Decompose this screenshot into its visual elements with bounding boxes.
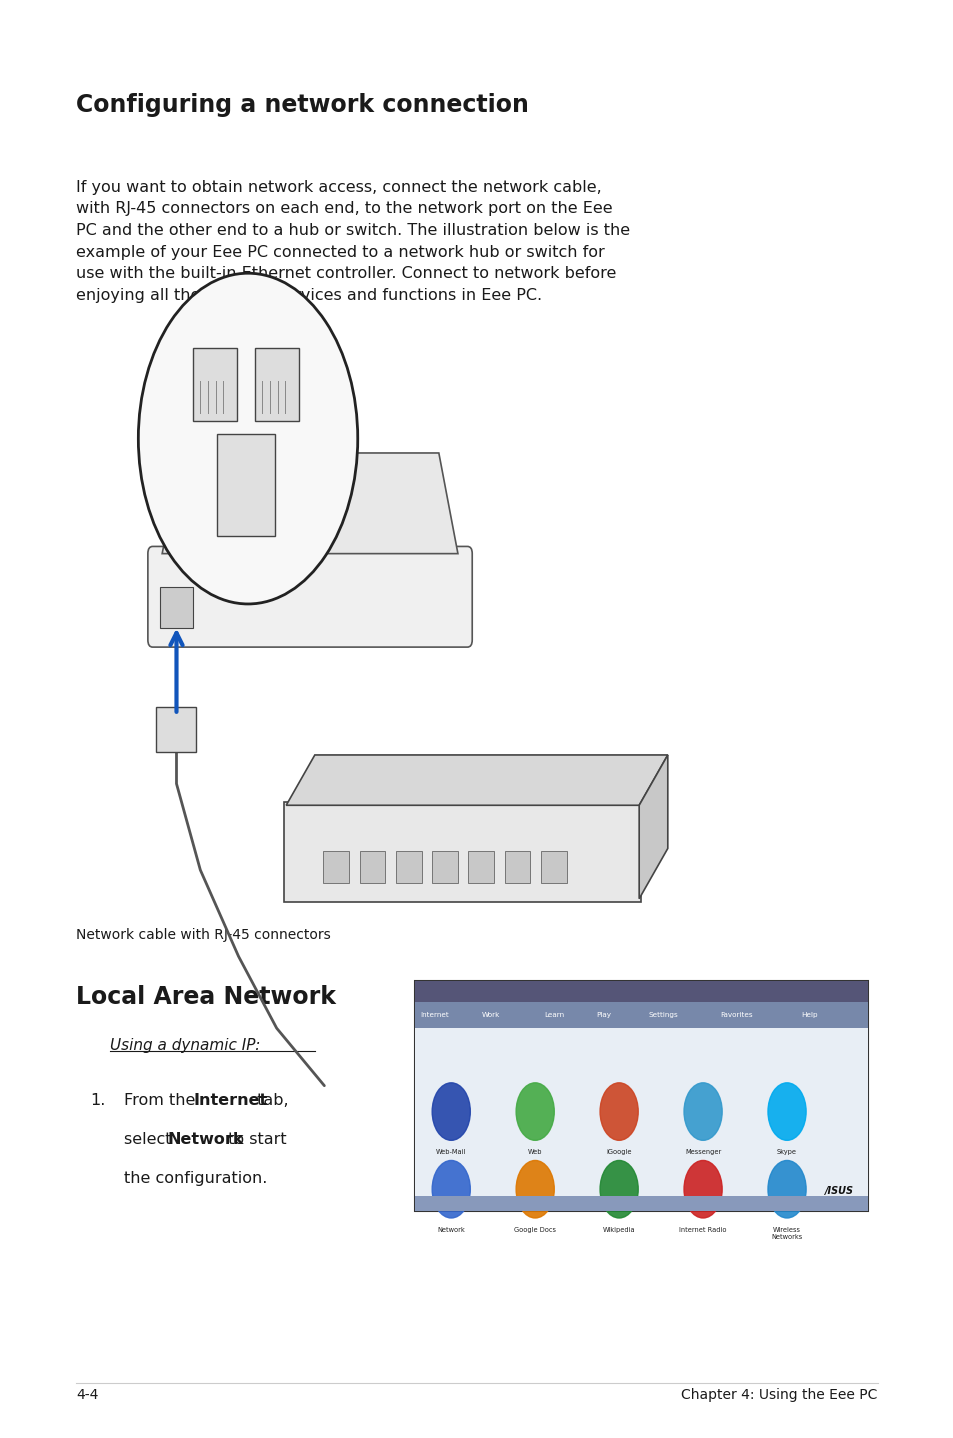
FancyBboxPatch shape [160,587,193,628]
Text: 4-4: 4-4 [76,1388,98,1402]
Text: Wikipedia: Wikipedia [602,1227,635,1232]
Bar [415,981,867,1002]
Text: Messenger: Messenger [684,1149,720,1155]
FancyBboxPatch shape [415,981,867,1211]
FancyBboxPatch shape [193,348,236,421]
FancyBboxPatch shape [323,851,349,883]
Text: Google Docs: Google Docs [514,1227,556,1232]
FancyBboxPatch shape [468,851,494,883]
Text: select: select [124,1132,176,1146]
FancyBboxPatch shape [254,348,298,421]
Circle shape [432,1160,470,1218]
Text: /ISUS: /ISUS [824,1186,853,1196]
Text: Network hub or switch: Network hub or switch [496,798,652,812]
FancyBboxPatch shape [148,546,472,647]
Text: Internet: Internet [193,1093,268,1107]
Polygon shape [286,755,667,805]
FancyBboxPatch shape [359,851,385,883]
Text: Web-Mail: Web-Mail [436,1149,466,1155]
Circle shape [599,1083,638,1140]
Text: Favorites: Favorites [720,1012,752,1018]
FancyBboxPatch shape [156,707,195,752]
Bar [415,1196,867,1211]
Ellipse shape [138,273,357,604]
Text: Learn: Learn [543,1012,563,1018]
Text: Network: Network [436,1227,465,1232]
Text: Using a dynamic IP:: Using a dynamic IP: [110,1038,260,1053]
Circle shape [599,1160,638,1218]
Circle shape [683,1160,721,1218]
Text: Network: Network [168,1132,244,1146]
Polygon shape [162,453,457,554]
Text: From the: From the [124,1093,200,1107]
Text: the configuration.: the configuration. [124,1171,267,1185]
Text: Configuring a network connection: Configuring a network connection [76,93,529,118]
Text: Internet: Internet [419,1012,448,1018]
Circle shape [767,1160,805,1218]
Circle shape [767,1083,805,1140]
FancyBboxPatch shape [504,851,530,883]
Text: Web: Web [527,1149,542,1155]
Text: Network cable with RJ-45 connectors: Network cable with RJ-45 connectors [76,928,331,942]
FancyBboxPatch shape [540,851,566,883]
Text: Local Area Network: Local Area Network [76,985,336,1009]
FancyBboxPatch shape [216,434,274,536]
Circle shape [516,1083,554,1140]
Text: Chapter 4: Using the Eee PC: Chapter 4: Using the Eee PC [680,1388,877,1402]
FancyBboxPatch shape [432,851,457,883]
Polygon shape [639,755,667,899]
Circle shape [432,1083,470,1140]
Text: tab,: tab, [252,1093,288,1107]
FancyBboxPatch shape [395,851,421,883]
Text: Help: Help [801,1012,817,1018]
Circle shape [516,1160,554,1218]
Text: Settings: Settings [648,1012,678,1018]
Text: Skype: Skype [777,1149,796,1155]
Text: Play: Play [596,1012,611,1018]
Bar [415,1002,867,1028]
Bar [415,1028,867,1211]
FancyBboxPatch shape [284,802,640,902]
Text: Wireless
Networks: Wireless Networks [771,1227,801,1240]
Text: Internet Radio: Internet Radio [679,1227,726,1232]
Text: iGoogle: iGoogle [606,1149,631,1155]
Text: If you want to obtain network access, connect the network cable,
with RJ-45 conn: If you want to obtain network access, co… [76,180,630,303]
Circle shape [683,1083,721,1140]
Text: to start: to start [223,1132,287,1146]
Text: 1.: 1. [91,1093,106,1107]
Text: Work: Work [481,1012,499,1018]
